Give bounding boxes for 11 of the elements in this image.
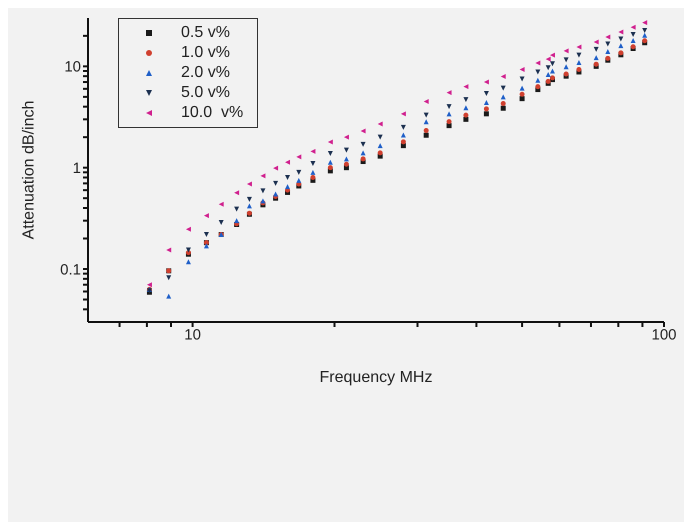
legend-label: 2.0 v%: [181, 64, 230, 82]
y-tick-label: 0.1: [60, 261, 81, 278]
x-tick-label: 100: [651, 326, 677, 344]
y-axis-title: Attenuation dB/inch: [20, 100, 38, 240]
legend-label: 10.0 v%: [181, 104, 244, 122]
legend-label: 1.0 v%: [181, 44, 230, 62]
y-tick-label: 1: [72, 160, 81, 178]
x-axis-title: Frequency MHz: [320, 369, 432, 386]
legend-label: 0.5 v%: [181, 24, 230, 42]
legend-label: 5.0 v%: [181, 84, 230, 102]
y-tick-label: 10: [64, 58, 81, 76]
